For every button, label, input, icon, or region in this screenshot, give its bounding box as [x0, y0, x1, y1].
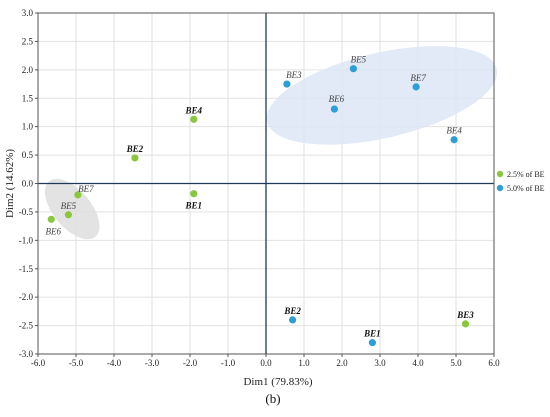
data-point: [330, 105, 338, 113]
data-point: [450, 136, 458, 144]
data-point: [190, 115, 198, 123]
y-tick-label: -3.0: [19, 349, 34, 359]
data-point: [349, 65, 357, 73]
x-tick-label: -6.0: [31, 358, 46, 368]
point-label: BE4: [446, 126, 462, 136]
data-point: [74, 191, 82, 199]
y-tick-label: -1.0: [19, 235, 34, 245]
point-label: BE3: [286, 70, 302, 80]
x-tick-label: -1.0: [221, 358, 236, 368]
point-label: BE2: [283, 306, 301, 316]
x-tick-label: 6.0: [488, 358, 500, 368]
data-point: [64, 211, 72, 219]
legend-label: 5.0% of BE: [507, 184, 545, 193]
y-tick-label: 0.5: [22, 150, 34, 160]
data-point: [190, 190, 198, 198]
y-tick-label: 1.0: [22, 122, 34, 132]
data-point: [461, 320, 470, 328]
point-label: BE7: [78, 184, 94, 194]
point-label: BE4: [185, 105, 203, 115]
y-tick-label: 1.5: [22, 93, 34, 103]
point-label: BE6: [329, 94, 345, 104]
x-tick-label: 1.0: [298, 358, 310, 368]
x-tick-label: -3.0: [145, 358, 160, 368]
y-tick-label: -1.5: [19, 264, 34, 274]
x-tick-label: 3.0: [374, 358, 386, 368]
point-label: BE6: [46, 226, 62, 236]
data-point: [47, 215, 55, 223]
data-point: [131, 154, 139, 162]
y-tick-label: -2.5: [19, 321, 34, 331]
data-point: [283, 80, 291, 88]
point-label: BE5: [351, 55, 367, 65]
data-point: [368, 339, 376, 347]
data-point: [412, 83, 420, 91]
y-tick-label: -2.0: [19, 292, 34, 302]
panel-label: (b): [265, 391, 280, 406]
legend-marker: [496, 184, 504, 192]
x-tick-label: -2.0: [183, 358, 198, 368]
group-ellipse: [266, 46, 498, 145]
data-point: [289, 316, 297, 324]
point-label: BE2: [126, 144, 144, 154]
point-label: BE1: [185, 201, 203, 211]
legend-marker: [496, 170, 504, 178]
point-label: BE3: [456, 310, 474, 320]
y-tick-label: 0.0: [22, 179, 34, 189]
y-tick-label: -0.5: [19, 207, 34, 217]
point-label: BE5: [61, 201, 77, 211]
point-label: BE7: [410, 73, 426, 83]
x-tick-label: 4.0: [412, 358, 424, 368]
x-tick-label: -4.0: [107, 358, 122, 368]
x-tick-label: 5.0: [450, 358, 462, 368]
x-tick-label: 2.0: [336, 358, 348, 368]
y-tick-label: 2.0: [22, 65, 34, 75]
y-tick-label: 2.5: [22, 36, 34, 46]
x-tick-label: 0.0: [260, 358, 272, 368]
point-label: BE1: [363, 329, 381, 339]
x-axis-title: Dim1 (79.83%): [243, 376, 312, 388]
legend-label: 2.5% of BE: [507, 170, 545, 179]
y-axis-title: Dim2 (14.62%): [4, 149, 16, 218]
group-ellipse: [44, 178, 100, 240]
x-tick-label: -5.0: [69, 358, 84, 368]
y-tick-label: 3.0: [22, 8, 34, 18]
